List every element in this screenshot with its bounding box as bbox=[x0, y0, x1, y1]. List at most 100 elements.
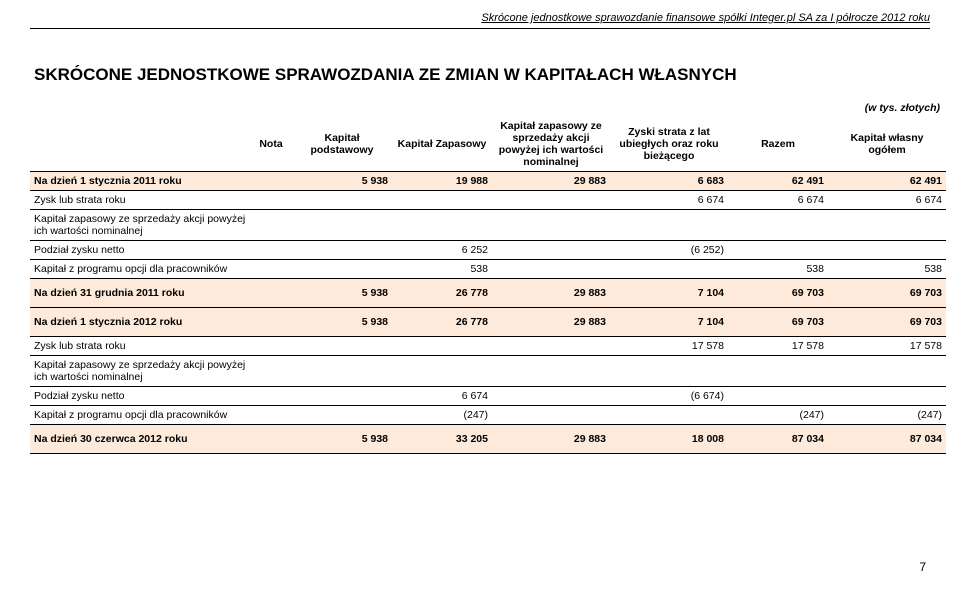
report-title: SKRÓCONE JEDNOSTKOWE SPRAWOZDANIA ZE ZMI… bbox=[34, 65, 930, 85]
cell bbox=[250, 425, 292, 454]
cell: 538 bbox=[392, 260, 492, 279]
cell: 5 938 bbox=[292, 172, 392, 191]
cell: (6 674) bbox=[610, 387, 728, 406]
row-label: Kapitał zapasowy ze sprzedaży akcji powy… bbox=[30, 210, 250, 241]
cell bbox=[392, 191, 492, 210]
cell bbox=[292, 241, 392, 260]
cell bbox=[492, 387, 610, 406]
cell bbox=[292, 406, 392, 425]
col-blank bbox=[30, 117, 250, 172]
cell: 69 703 bbox=[828, 279, 946, 308]
cell bbox=[392, 337, 492, 356]
cell: 26 778 bbox=[392, 308, 492, 337]
cell bbox=[492, 356, 610, 387]
cell: 69 703 bbox=[828, 308, 946, 337]
cell: (247) bbox=[392, 406, 492, 425]
table-row: Kapitał zapasowy ze sprzedaży akcji powy… bbox=[30, 356, 946, 387]
cell: 17 578 bbox=[728, 337, 828, 356]
cell bbox=[610, 356, 728, 387]
unit-label: (w tys. złotych) bbox=[828, 99, 946, 117]
table-row: Kapitał z programu opcji dla pracowników… bbox=[30, 406, 946, 425]
cell: (247) bbox=[728, 406, 828, 425]
cell bbox=[250, 387, 292, 406]
cell: 19 988 bbox=[392, 172, 492, 191]
table-row: Kapitał z programu opcji dla pracowników… bbox=[30, 260, 946, 279]
cell bbox=[292, 356, 392, 387]
cell: 87 034 bbox=[828, 425, 946, 454]
cell: 538 bbox=[828, 260, 946, 279]
cell bbox=[250, 356, 292, 387]
cell: 6 674 bbox=[392, 387, 492, 406]
cell: 29 883 bbox=[492, 425, 610, 454]
cell: 5 938 bbox=[292, 279, 392, 308]
cell bbox=[492, 406, 610, 425]
cell: 33 205 bbox=[392, 425, 492, 454]
table-row: Na dzień 31 grudnia 2011 roku 5 93826 778… bbox=[30, 279, 946, 308]
cell: 62 491 bbox=[828, 172, 946, 191]
cell bbox=[292, 210, 392, 241]
cell bbox=[492, 210, 610, 241]
cell bbox=[250, 260, 292, 279]
table-row: Podział zysku netto6 252(6 252) bbox=[30, 241, 946, 260]
cell bbox=[728, 387, 828, 406]
col-nota: Nota bbox=[250, 117, 292, 172]
cell bbox=[250, 337, 292, 356]
cell bbox=[492, 260, 610, 279]
cell: 17 578 bbox=[828, 337, 946, 356]
cell bbox=[728, 241, 828, 260]
cell: 6 252 bbox=[392, 241, 492, 260]
cell: 87 034 bbox=[728, 425, 828, 454]
cell: 7 104 bbox=[610, 279, 728, 308]
page: Skrócone jednostkowe sprawozdanie finans… bbox=[0, 0, 960, 592]
cell: 6 683 bbox=[610, 172, 728, 191]
cell bbox=[610, 260, 728, 279]
cell: 69 703 bbox=[728, 308, 828, 337]
cell: 69 703 bbox=[728, 279, 828, 308]
table-row: Zysk lub strata roku6 6746 6746 674 bbox=[30, 191, 946, 210]
row-label: Zysk lub strata roku bbox=[30, 191, 250, 210]
doc-header: Skrócone jednostkowe sprawozdanie finans… bbox=[30, 12, 930, 24]
col-kap-podst: Kapitał podstawowy bbox=[292, 117, 392, 172]
cell: 29 883 bbox=[492, 279, 610, 308]
col-kap-zap: Kapitał Zapasowy bbox=[392, 117, 492, 172]
cell bbox=[492, 191, 610, 210]
cell bbox=[250, 172, 292, 191]
row-label: Kapitał zapasowy ze sprzedaży akcji powy… bbox=[30, 356, 250, 387]
row-label: Na dzień 1 stycznia 2011 roku bbox=[30, 172, 250, 191]
table-row: Na dzień 1 stycznia 2011 roku 5 93819 988… bbox=[30, 172, 946, 191]
cell: 29 883 bbox=[492, 172, 610, 191]
table-row: Kapitał zapasowy ze sprzedaży akcji powy… bbox=[30, 210, 946, 241]
table-row: Zysk lub strata roku17 57817 57817 578 bbox=[30, 337, 946, 356]
header-rule bbox=[30, 28, 930, 29]
col-kap-zap-sprz: Kapitał zapasowy ze sprzedaży akcji powy… bbox=[492, 117, 610, 172]
cell: 26 778 bbox=[392, 279, 492, 308]
cell: 6 674 bbox=[610, 191, 728, 210]
cell: 62 491 bbox=[728, 172, 828, 191]
cell bbox=[492, 337, 610, 356]
cell bbox=[728, 210, 828, 241]
page-number: 7 bbox=[919, 560, 926, 574]
cell bbox=[250, 210, 292, 241]
col-razem: Razem bbox=[728, 117, 828, 172]
cell bbox=[292, 260, 392, 279]
cell bbox=[828, 356, 946, 387]
cell bbox=[610, 406, 728, 425]
cell bbox=[250, 406, 292, 425]
cell: 5 938 bbox=[292, 308, 392, 337]
cell bbox=[610, 210, 728, 241]
cell: 29 883 bbox=[492, 308, 610, 337]
cell: 6 674 bbox=[728, 191, 828, 210]
table-row: Na dzień 1 stycznia 2012 roku5 93826 778… bbox=[30, 308, 946, 337]
cell bbox=[728, 356, 828, 387]
cell bbox=[250, 191, 292, 210]
row-label: Kapitał z programu opcji dla pracowników bbox=[30, 406, 250, 425]
cell: 538 bbox=[728, 260, 828, 279]
cell bbox=[292, 387, 392, 406]
row-label: Zysk lub strata roku bbox=[30, 337, 250, 356]
cell bbox=[250, 279, 292, 308]
row-label: Na dzień 31 grudnia 2011 roku bbox=[30, 279, 250, 308]
cell: 17 578 bbox=[610, 337, 728, 356]
cell bbox=[392, 356, 492, 387]
table-body: Na dzień 1 stycznia 2011 roku5 93819 988… bbox=[30, 172, 946, 454]
row-label: Na dzień 30 czerwca 2012 roku bbox=[30, 425, 250, 454]
